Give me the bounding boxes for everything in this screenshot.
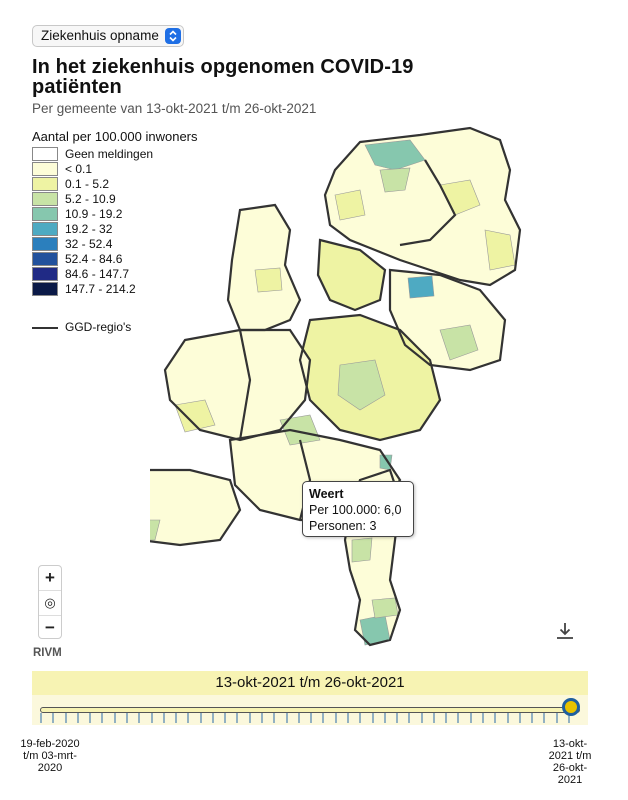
tooltip-persons: Personen: 3 — [309, 519, 377, 533]
map-tooltip: Weert Per 100.000: 6,0 Personen: 3 — [302, 481, 414, 537]
municipality-region — [150, 469, 241, 546]
legend-swatch — [32, 207, 58, 221]
map-zoom-controls: + ◎ − — [38, 565, 62, 639]
timeline-ticks — [40, 713, 570, 723]
legend-label: 19.2 - 32 — [65, 222, 113, 236]
municipality-region — [150, 519, 161, 541]
ggd-label: GGD-regio's — [65, 320, 132, 334]
netherlands-map[interactable] — [150, 120, 590, 660]
timeline-track-area — [32, 695, 588, 725]
source-label: RIVM — [33, 647, 62, 659]
legend-label: Geen meldingen — [65, 147, 154, 161]
ggd-boundary — [323, 126, 522, 287]
legend-label: 84.6 - 147.7 — [65, 267, 130, 281]
municipality-region — [439, 324, 479, 361]
municipality-region — [337, 359, 386, 411]
zoom-out-button[interactable]: − — [45, 618, 55, 637]
timeline-track[interactable] — [40, 707, 580, 713]
legend-label: < 0.1 — [65, 162, 93, 176]
legend-title: Aantal per 100.000 inwoners — [32, 129, 198, 144]
legend-swatch — [32, 192, 58, 206]
download-icon[interactable] — [554, 620, 576, 642]
ggd-boundary — [399, 159, 457, 247]
municipality-region — [379, 167, 411, 193]
legend-swatch — [32, 147, 58, 161]
page-title: In het ziekenhuis opgenomen COVID-19 pat… — [32, 56, 414, 98]
indicator-dropdown[interactable]: Ziekenhuis opname — [32, 25, 184, 47]
legend-swatch — [32, 282, 58, 296]
timeline-slider-handle[interactable] — [562, 698, 580, 716]
zoom-in-button[interactable]: + — [39, 566, 61, 591]
legend-label: 10.9 - 19.2 — [65, 207, 123, 221]
tooltip-per-100k: Per 100.000: 6,0 — [309, 503, 402, 517]
municipality-region — [407, 275, 435, 299]
legend-swatch — [32, 267, 58, 281]
municipality-region — [351, 537, 373, 563]
indicator-dropdown-value: Ziekenhuis opname — [41, 28, 159, 43]
chevron-up-down-icon — [165, 28, 181, 44]
ggd-boundary — [316, 238, 387, 312]
municipality-region — [371, 597, 399, 619]
legend-swatch — [32, 237, 58, 251]
ggd-boundary — [150, 468, 242, 547]
ggd-boundary — [226, 203, 302, 332]
legend-label: 32 - 52.4 — [65, 237, 113, 251]
municipality-region — [174, 399, 216, 433]
tooltip-municipality-name: Weert — [309, 487, 344, 501]
legend-label: 0.1 - 5.2 — [65, 177, 110, 191]
municipality-region — [279, 414, 321, 446]
legend-label: 52.4 - 84.6 — [65, 252, 123, 266]
timeline-end-label: 13-okt-2021 t/m 26-okt-2021 — [548, 738, 592, 786]
legend-swatch — [32, 177, 58, 191]
legend-swatch — [32, 162, 58, 176]
ggd-line-swatch — [32, 327, 58, 329]
legend-label: 147.7 - 214.2 — [65, 282, 136, 296]
locate-button[interactable]: ◎ — [39, 591, 61, 616]
timeline-start-label: 19-feb-2020 t/m 03-mrt-2020 — [20, 738, 80, 774]
timeline-period: 13-okt-2021 t/m 26-okt-2021 — [32, 671, 588, 695]
municipality-region — [364, 139, 426, 171]
ggd-boundary — [163, 328, 312, 442]
municipality-region — [334, 189, 366, 221]
legend-label: 5.2 - 10.9 — [65, 192, 116, 206]
municipality-region — [254, 267, 283, 293]
page-subtitle: Per gemeente van 13-okt-2021 t/m 26-okt-… — [32, 101, 317, 116]
legend-swatch — [32, 252, 58, 266]
ggd-boundary — [388, 268, 507, 372]
legend-swatch — [32, 222, 58, 236]
ggd-boundary — [238, 329, 252, 441]
